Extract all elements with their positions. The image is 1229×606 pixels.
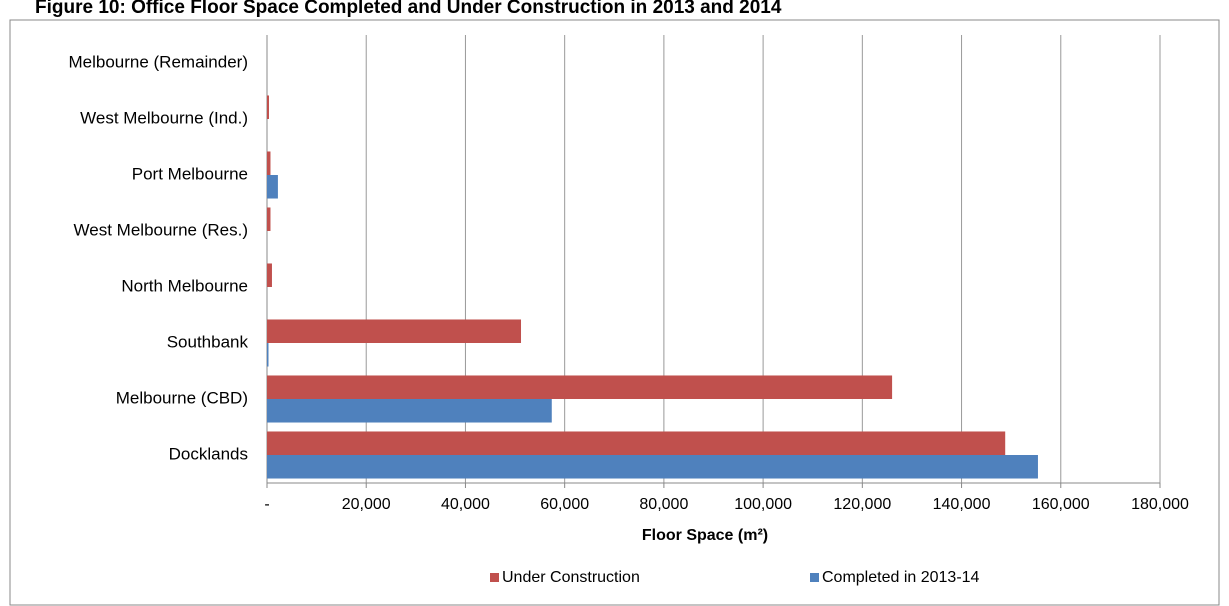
x-tick-label: 80,000 xyxy=(639,496,688,513)
bar xyxy=(267,263,272,287)
x-tick-label: - xyxy=(264,496,269,513)
legend-swatch xyxy=(490,573,499,582)
legend-label: Under Construction xyxy=(502,569,640,586)
y-tick-label: Docklands xyxy=(169,444,248,463)
y-tick-label: Southbank xyxy=(167,332,249,351)
legend-label: Completed in 2013-14 xyxy=(822,569,980,586)
bar xyxy=(267,151,271,175)
x-tick-label: 140,000 xyxy=(933,496,991,513)
bar xyxy=(267,375,893,399)
bar xyxy=(267,455,1038,479)
y-tick-label: Port Melbourne xyxy=(132,164,248,183)
x-axis-title: Floor Space (m²) xyxy=(642,527,768,544)
x-tick-label: 180,000 xyxy=(1131,496,1189,513)
y-tick-label: West Melbourne (Res.) xyxy=(74,220,248,239)
x-tick-label: 60,000 xyxy=(540,496,589,513)
bar xyxy=(267,319,522,343)
x-tick-label: 20,000 xyxy=(342,496,391,513)
legend-swatch xyxy=(810,573,819,582)
bar xyxy=(267,175,278,199)
x-tick-label: 100,000 xyxy=(734,496,792,513)
chart-frame xyxy=(9,19,1220,606)
y-tick-label: North Melbourne xyxy=(121,276,248,295)
x-tick-label: 160,000 xyxy=(1032,496,1090,513)
bar xyxy=(267,207,271,231)
y-tick-label: West Melbourne (Ind.) xyxy=(80,108,248,127)
y-tick-label: Melbourne (Remainder) xyxy=(68,52,248,71)
x-tick-label: 40,000 xyxy=(441,496,490,513)
bar xyxy=(267,95,269,119)
bar xyxy=(267,343,269,367)
y-tick-label: Melbourne (CBD) xyxy=(116,388,248,407)
bar xyxy=(267,431,1006,455)
x-tick-label: 120,000 xyxy=(833,496,891,513)
bar xyxy=(267,399,552,423)
chart-title: Figure 10: Office Floor Space Completed … xyxy=(35,0,782,18)
